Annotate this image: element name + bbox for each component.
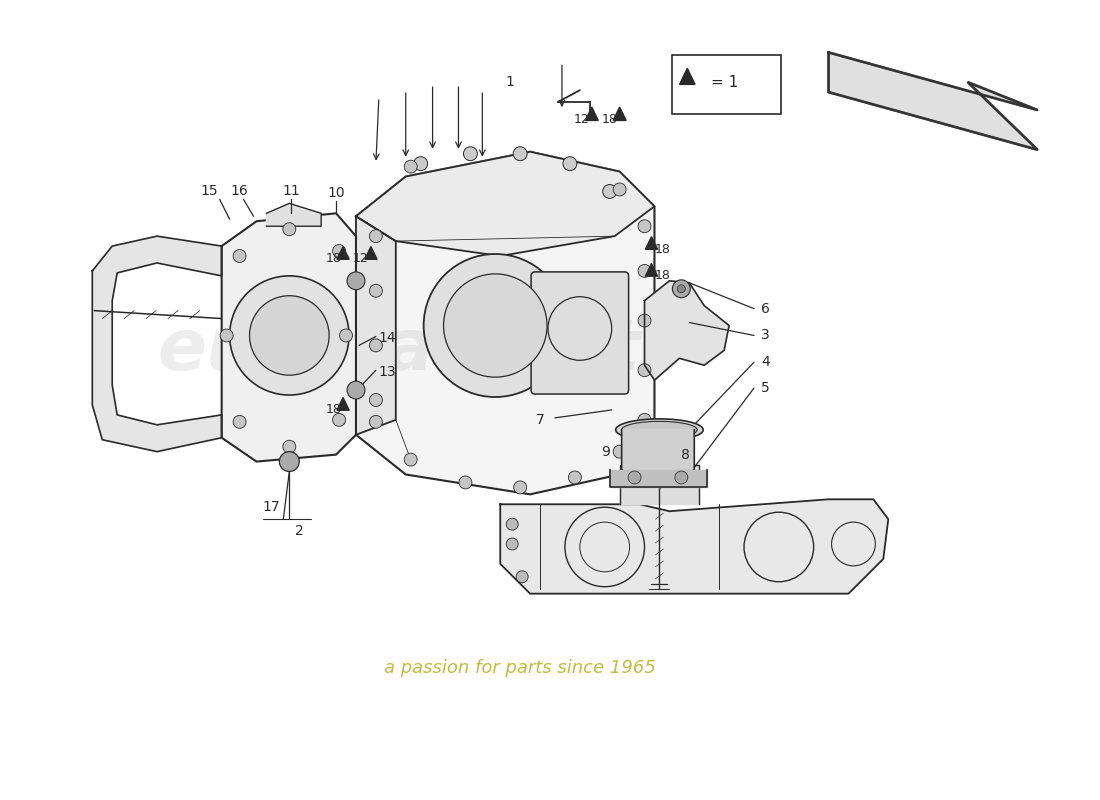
Circle shape	[370, 230, 383, 242]
Circle shape	[370, 284, 383, 298]
Text: a passion for parts since 1965: a passion for parts since 1965	[384, 659, 656, 677]
Ellipse shape	[621, 422, 697, 438]
Text: 7: 7	[537, 413, 544, 427]
Ellipse shape	[616, 419, 703, 441]
Circle shape	[346, 381, 365, 399]
Polygon shape	[645, 281, 729, 380]
Polygon shape	[356, 216, 396, 434]
Polygon shape	[356, 152, 654, 256]
Circle shape	[506, 518, 518, 530]
Circle shape	[404, 160, 417, 173]
Circle shape	[414, 157, 428, 170]
Polygon shape	[92, 236, 222, 452]
Circle shape	[638, 220, 651, 233]
Polygon shape	[828, 53, 1037, 150]
Polygon shape	[365, 246, 377, 259]
Circle shape	[514, 481, 527, 494]
Circle shape	[233, 250, 246, 262]
Text: = 1: = 1	[712, 74, 738, 90]
Circle shape	[404, 453, 417, 466]
Circle shape	[340, 329, 352, 342]
Polygon shape	[646, 237, 658, 250]
Circle shape	[230, 276, 349, 395]
Circle shape	[250, 296, 329, 375]
FancyBboxPatch shape	[531, 272, 628, 394]
Circle shape	[233, 415, 246, 428]
Polygon shape	[500, 499, 889, 594]
Polygon shape	[585, 107, 598, 121]
Circle shape	[424, 254, 566, 397]
Text: 13: 13	[378, 365, 396, 379]
Circle shape	[283, 222, 296, 236]
Circle shape	[516, 571, 528, 582]
Text: 18: 18	[602, 114, 618, 126]
Circle shape	[613, 445, 626, 458]
Text: 18: 18	[654, 270, 670, 282]
Polygon shape	[646, 263, 658, 276]
Circle shape	[459, 476, 472, 489]
Circle shape	[370, 394, 383, 406]
Text: 12: 12	[353, 253, 369, 266]
Circle shape	[569, 471, 581, 484]
Polygon shape	[266, 203, 321, 226]
Circle shape	[283, 440, 296, 453]
Circle shape	[463, 146, 477, 161]
Polygon shape	[613, 107, 626, 121]
Text: 15: 15	[201, 185, 219, 198]
Polygon shape	[609, 470, 707, 487]
Text: 9: 9	[601, 445, 609, 458]
Text: 18: 18	[326, 403, 341, 417]
Text: 11: 11	[283, 185, 300, 198]
Circle shape	[678, 285, 685, 293]
Circle shape	[638, 414, 651, 426]
Circle shape	[332, 245, 345, 258]
Text: 3: 3	[761, 329, 770, 342]
Text: 4: 4	[761, 355, 770, 370]
Circle shape	[506, 538, 518, 550]
Circle shape	[370, 415, 383, 428]
Circle shape	[638, 314, 651, 327]
Circle shape	[346, 272, 365, 290]
Circle shape	[443, 274, 547, 377]
Text: 17: 17	[263, 500, 280, 514]
Text: 18: 18	[326, 253, 341, 266]
Circle shape	[638, 265, 651, 278]
Circle shape	[370, 339, 383, 352]
Circle shape	[603, 185, 617, 198]
Circle shape	[514, 146, 527, 161]
Circle shape	[628, 471, 641, 484]
Circle shape	[332, 414, 345, 426]
FancyBboxPatch shape	[672, 55, 781, 114]
Polygon shape	[621, 430, 694, 485]
Circle shape	[279, 452, 299, 471]
Polygon shape	[680, 68, 695, 85]
Circle shape	[220, 329, 233, 342]
Text: 10: 10	[328, 186, 345, 201]
Circle shape	[613, 183, 626, 196]
Text: 6: 6	[761, 302, 770, 316]
Polygon shape	[619, 465, 700, 504]
Polygon shape	[356, 152, 654, 494]
Text: 5: 5	[761, 381, 770, 395]
Text: 14: 14	[378, 331, 396, 346]
Circle shape	[675, 471, 688, 484]
Text: 16: 16	[231, 185, 249, 198]
Text: 2: 2	[295, 524, 304, 538]
Polygon shape	[222, 214, 356, 462]
Text: 8: 8	[681, 448, 690, 462]
Polygon shape	[337, 398, 349, 410]
Circle shape	[638, 364, 651, 377]
Circle shape	[563, 157, 576, 170]
Text: eurocarparts: eurocarparts	[157, 316, 684, 385]
Text: 12: 12	[574, 114, 590, 126]
Text: 18: 18	[654, 242, 670, 255]
Circle shape	[672, 280, 691, 298]
Text: 1: 1	[506, 75, 515, 90]
Polygon shape	[337, 246, 349, 259]
